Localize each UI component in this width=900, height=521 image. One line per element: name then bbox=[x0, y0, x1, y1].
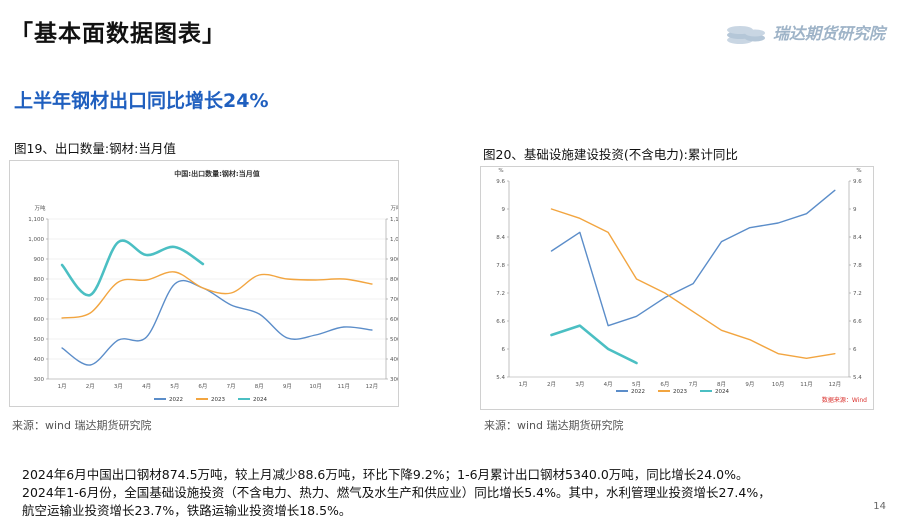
y-unit-left: % bbox=[498, 168, 503, 174]
y-tick-label-left: 7.2 bbox=[496, 291, 505, 297]
logo-text: 瑞达期货研究院 bbox=[773, 24, 886, 43]
y-tick-label-right: 6.6 bbox=[853, 319, 862, 325]
y-tick-label-right: 5.4 bbox=[853, 375, 862, 381]
y-tick-label-left: 1,100 bbox=[28, 217, 44, 223]
y-tick-label-left: 1,000 bbox=[28, 237, 44, 243]
legend-label-2023: 2023 bbox=[673, 389, 687, 395]
y-tick-label-left: 600 bbox=[34, 317, 45, 323]
y-tick-label-right: 600 bbox=[390, 317, 398, 323]
legend-label-2022: 2022 bbox=[169, 397, 183, 403]
y-tick-label-left: 400 bbox=[34, 357, 45, 363]
x-tick-label: 8月 bbox=[717, 381, 726, 388]
x-tick-label: 9月 bbox=[745, 381, 754, 388]
x-tick-label: 6月 bbox=[660, 381, 669, 388]
y-tick-label-right: 1,100 bbox=[390, 217, 398, 223]
x-tick-label: 11月 bbox=[800, 381, 813, 388]
x-tick-label: 4月 bbox=[604, 381, 613, 388]
y-tick-label-right: 9 bbox=[853, 207, 857, 213]
y-tick-label-right: 400 bbox=[390, 357, 398, 363]
x-tick-label: 5月 bbox=[632, 381, 641, 388]
legend-label-2024: 2024 bbox=[253, 397, 267, 403]
x-tick-label: 12月 bbox=[829, 381, 842, 388]
figure-20-caption: 图20、基础设施建设投资(不含电力):累计同比 bbox=[483, 147, 738, 162]
coin-stack-icon bbox=[727, 26, 765, 44]
x-tick-label: 5月 bbox=[170, 383, 179, 390]
y-unit-right: 万吨 bbox=[390, 204, 398, 212]
y-tick-label-left: 900 bbox=[34, 257, 45, 263]
y-tick-label-left: 5.4 bbox=[496, 375, 505, 381]
x-tick-label: 10月 bbox=[309, 383, 322, 390]
y-tick-label-right: 800 bbox=[390, 277, 398, 283]
body-paragraph-1: 2024年6月中国出口钢材874.5万吨，较上月减少88.6万吨，环比下降9.2… bbox=[22, 467, 749, 482]
y-tick-label-right: 9.6 bbox=[853, 179, 862, 185]
x-tick-label: 8月 bbox=[255, 383, 264, 390]
body-paragraph-3: 航空运输业投资增长23.7%，铁路运输业投资增长18.5%。 bbox=[22, 503, 352, 518]
figure-19-caption: 图19、出口数量:钢材:当月值 bbox=[14, 141, 176, 156]
y-tick-label-left: 6 bbox=[502, 347, 506, 353]
x-tick-label: 11月 bbox=[338, 383, 351, 390]
y-tick-label-right: 500 bbox=[390, 337, 398, 343]
y-tick-label-left: 9.6 bbox=[496, 179, 505, 185]
body-paragraph-2: 2024年1-6月份，全国基础设施投资（不含电力、热力、燃气及水生产和供应业）同… bbox=[22, 485, 771, 500]
y-tick-label-left: 8.4 bbox=[496, 235, 505, 241]
x-tick-label: 3月 bbox=[575, 381, 584, 388]
y-tick-label-left: 7.8 bbox=[496, 263, 505, 269]
y-tick-label-left: 500 bbox=[34, 337, 45, 343]
series-line-2022 bbox=[550, 189, 836, 327]
y-tick-label-left: 9 bbox=[502, 207, 506, 213]
y-tick-label-right: 8.4 bbox=[853, 235, 862, 241]
legend-label-2022: 2022 bbox=[631, 389, 645, 395]
x-tick-label: 6月 bbox=[198, 383, 207, 390]
page-number: 14 bbox=[873, 501, 886, 512]
figure-20-source: 来源：wind 瑞达期货研究院 bbox=[484, 419, 624, 432]
y-tick-label-right: 700 bbox=[390, 297, 398, 303]
y-tick-label-right: 7.2 bbox=[853, 291, 862, 297]
x-tick-label: 7月 bbox=[227, 383, 236, 390]
figure-19-source: 来源：wind 瑞达期货研究院 bbox=[12, 419, 152, 432]
y-tick-label-left: 700 bbox=[34, 297, 45, 303]
series-line-2022 bbox=[61, 279, 373, 366]
y-tick-label-right: 300 bbox=[390, 377, 398, 383]
y-tick-label-left: 300 bbox=[34, 377, 45, 383]
series-line-2023 bbox=[61, 271, 373, 319]
legend-label-2023: 2023 bbox=[211, 397, 225, 403]
headline: 上半年钢材出口同比增长24% bbox=[14, 90, 269, 112]
x-tick-label: 1月 bbox=[519, 381, 528, 388]
infra-investment-chart: % % 5.4 5.4 6 6 6.6 6.6 7.2 7.2 7.8 7.8 8.4 8.4 9 9 9.6 9… bbox=[496, 168, 867, 404]
x-tick-label: 2月 bbox=[547, 381, 556, 388]
data-source-note: 数据来源：Wind bbox=[822, 396, 867, 404]
x-tick-label: 12月 bbox=[366, 383, 379, 390]
series-line-2023 bbox=[550, 208, 836, 360]
legend-label-2024: 2024 bbox=[715, 389, 729, 395]
x-tick-label: 2月 bbox=[86, 383, 95, 390]
brand-logo: 瑞达期货研究院 bbox=[718, 12, 896, 48]
chart-panel-infra: %% 5.4 5.4 6 6 6.6 6.6 7.2 7.2 7.8 7.8 8.4 8.4 9 9 9.6 9… bbox=[480, 166, 874, 410]
y-tick-label-right: 900 bbox=[390, 257, 398, 263]
y-unit-right: % bbox=[856, 168, 861, 174]
x-tick-label: 4月 bbox=[142, 383, 151, 390]
y-unit-left: 万吨 bbox=[34, 204, 46, 212]
x-tick-label: 3月 bbox=[114, 383, 123, 390]
series-line-2024 bbox=[550, 324, 638, 365]
y-tick-label-right: 1,000 bbox=[390, 237, 398, 243]
x-tick-label: 9月 bbox=[283, 383, 292, 390]
x-tick-label: 7月 bbox=[689, 381, 698, 388]
y-tick-label-right: 7.8 bbox=[853, 263, 862, 269]
y-tick-label-left: 6.6 bbox=[496, 319, 505, 325]
x-tick-label: 1月 bbox=[58, 383, 67, 390]
page-title: 「基本面数据图表」 bbox=[10, 21, 226, 47]
series-line-2024 bbox=[60, 239, 205, 297]
x-tick-label: 10月 bbox=[772, 381, 785, 388]
chart-title: 中国:出口数量:钢材:当月值 bbox=[174, 169, 259, 178]
y-tick-label-right: 6 bbox=[853, 347, 857, 353]
y-tick-label-left: 800 bbox=[34, 277, 45, 283]
